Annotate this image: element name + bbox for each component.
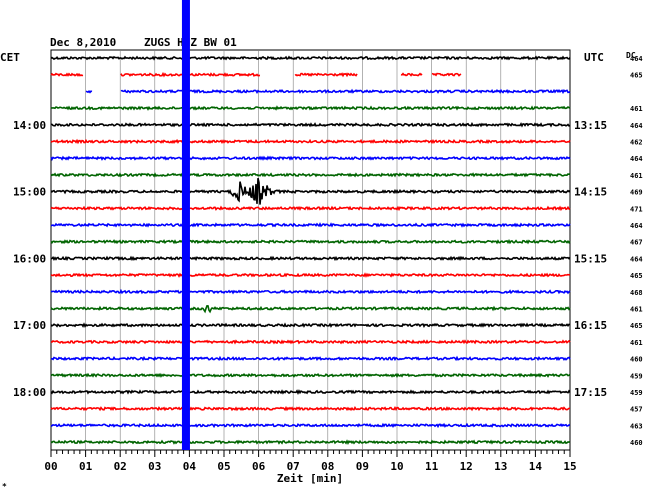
x-tick-label: 02 [114,460,127,473]
seismic-trace [85,88,571,95]
seismic-trace [50,138,571,145]
dc-value: 460 [630,439,643,447]
grid [85,50,536,450]
seismic-trace [50,339,571,345]
x-tick-label: 04 [183,460,197,473]
x-tick-label: 07 [287,460,300,473]
seismic-trace [50,122,571,128]
dc-value: 465 [630,272,643,280]
dc-value: 468 [630,289,643,297]
seismic-trace [50,305,571,314]
dc-value: 459 [630,372,643,380]
x-tick-label: 12 [460,460,473,473]
seismic-trace [50,405,571,412]
header-date: Dec 8,2010 [50,36,116,49]
x-tick-label: 13 [494,460,507,473]
traces [50,55,571,446]
seismic-trace [50,239,571,245]
dc-value: 464 [630,222,643,230]
right-time-label: 15:15 [574,252,607,265]
seismic-trace [50,322,571,328]
seismic-trace [50,105,571,111]
dc-value: 462 [630,139,643,147]
x-axis: 00 01 02 03 04 05 06 07 08 09 10 11 12 13 14 15 [44,450,577,473]
seismic-trace [50,155,571,161]
dc-value: 464 [630,155,643,163]
seismic-trace [50,422,571,429]
left-time-label: 14:00 [13,119,46,132]
left-timezone-label: CET [0,51,20,64]
seismic-trace [50,222,571,228]
dc-value: 467 [630,239,643,247]
x-tick-label: 00 [44,460,57,473]
x-tick-label: 01 [79,460,93,473]
right-time-label: 16:15 [574,319,607,332]
dc-value: 461 [630,306,643,314]
x-tick-label: 06 [252,460,266,473]
right-time-label: 17:15 [574,386,607,399]
x-tick-label: 09 [356,460,369,473]
x-tick-label: 03 [148,460,161,473]
seismic-trace [50,55,571,61]
dc-value: 464 [630,122,643,130]
time-marker [181,0,190,450]
dc-value: 464 [630,55,643,63]
x-axis-label: Zeit [min] [277,472,343,485]
dc-value: 461 [630,105,643,113]
header-station: ZUGS HHZ BW 01 [144,36,237,49]
seismic-trace [50,71,462,78]
x-tick-label: 15 [563,460,576,473]
seismic-trace [50,439,571,446]
x-tick-label: 10 [390,460,403,473]
x-tick-label: 11 [425,460,439,473]
seismic-trace [50,172,571,178]
dc-value: 457 [630,406,643,414]
dc-value: 464 [630,255,643,263]
left-time-labels: 14:00 15:00 16:00 17:00 18:00 [13,119,46,399]
dc-value: 471 [630,205,643,213]
dc-values: 464 465 461 464 462 464 461 469 471 464 467 464 465 4… [630,55,643,447]
footer-mark: * [2,482,7,491]
right-timezone-label: UTC [584,51,604,64]
left-time-label: 17:00 [13,319,46,332]
dc-value: 463 [630,422,643,430]
seismic-trace [50,255,571,262]
seismic-trace [50,272,571,278]
dc-value: 461 [630,339,643,347]
dc-value: 465 [630,322,643,330]
seismic-trace [50,389,571,395]
right-time-label: 14:15 [574,186,607,199]
seismic-trace [50,355,571,362]
seismic-trace [50,178,571,205]
right-time-label: 13:15 [574,119,607,132]
right-time-labels: 13:15 14:15 15:15 16:15 17:15 [574,119,607,399]
seismic-trace [50,205,571,212]
left-time-label: 16:00 [13,252,46,265]
dc-value: 465 [630,72,643,80]
x-tick-label: 14 [529,460,543,473]
x-tick-label: 05 [217,460,230,473]
x-tick-label: 08 [321,460,334,473]
dc-value: 469 [630,189,643,197]
dc-value: 459 [630,389,643,397]
dc-value: 460 [630,356,643,364]
seismic-trace [50,288,571,295]
left-time-label: 15:00 [13,186,46,199]
seismic-trace [50,372,571,379]
left-time-label: 18:00 [13,386,46,399]
dc-label: DC [626,51,636,60]
dc-value: 461 [630,172,643,180]
